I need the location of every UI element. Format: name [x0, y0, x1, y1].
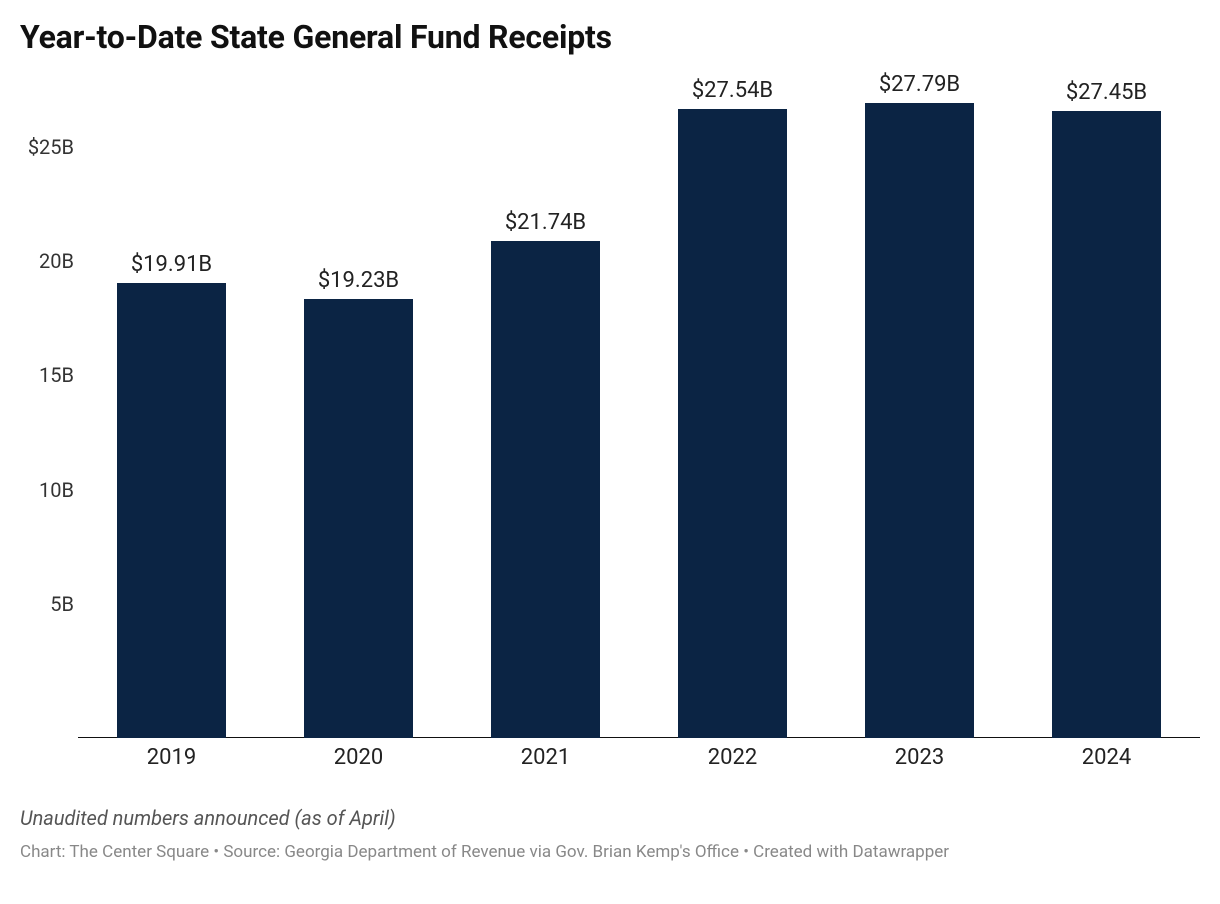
bar-rect [865, 103, 973, 738]
x-tick-label: 2019 [147, 745, 196, 770]
chart-plot: 5B10B15B20B$25B$19.91B2019$19.23B2020$21… [78, 80, 1200, 738]
bar-value-label: $19.91B [131, 252, 212, 277]
y-tick-label: 5B [20, 594, 74, 614]
bar-rect [117, 283, 225, 738]
bar-rect [304, 299, 412, 738]
y-tick-label: 10B [20, 480, 74, 500]
bar: $27.54B2022 [678, 80, 786, 738]
chart-title: Year-to-Date State General Fund Receipts [20, 18, 1200, 56]
x-tick-label: 2023 [895, 745, 944, 770]
bar-value-label: $21.74B [505, 210, 586, 235]
chart-footnote: Unaudited numbers announced (as of April… [20, 806, 1200, 830]
bar: $19.23B2020 [304, 80, 412, 738]
bar-rect [678, 109, 786, 738]
x-tick-label: 2020 [334, 745, 383, 770]
bar-value-label: $27.45B [1066, 80, 1147, 105]
x-axis-line [78, 737, 1200, 738]
bar: $27.79B2023 [865, 80, 973, 738]
x-tick-label: 2021 [521, 745, 570, 770]
chart-source: Chart: The Center Square • Source: Georg… [20, 840, 1200, 865]
bar: $21.74B2021 [491, 80, 599, 738]
bar-value-label: $27.54B [692, 78, 773, 103]
x-tick-label: 2022 [708, 745, 757, 770]
bar-value-label: $27.79B [879, 72, 960, 97]
chart-area: 5B10B15B20B$25B$19.91B2019$19.23B2020$21… [20, 74, 1200, 774]
bar: $27.45B2024 [1052, 80, 1160, 738]
y-tick-label: $25B [20, 137, 74, 157]
y-tick-label: 15B [20, 365, 74, 385]
x-tick-label: 2024 [1082, 745, 1131, 770]
bar-rect [491, 241, 599, 738]
bar-value-label: $19.23B [318, 268, 399, 293]
y-tick-label: 20B [20, 251, 74, 271]
bar-rect [1052, 111, 1160, 738]
bar: $19.91B2019 [117, 80, 225, 738]
